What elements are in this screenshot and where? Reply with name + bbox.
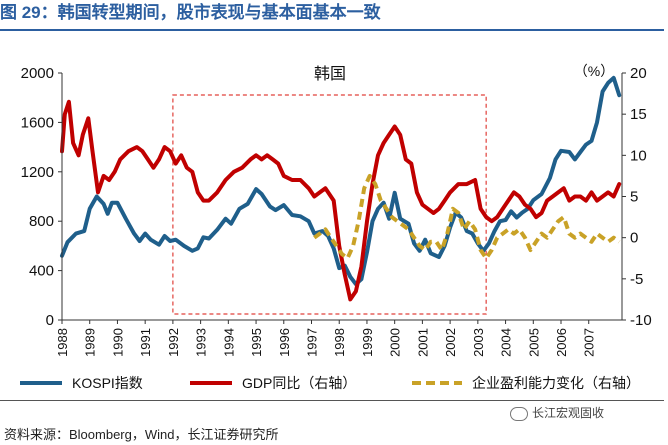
source-rule [0, 400, 664, 401]
x-tick-label: 2002 [443, 328, 458, 357]
title-rule [0, 29, 664, 31]
left-tick-label: 1600 [21, 114, 54, 131]
source-note: 资料来源：Bloomberg，Wind，长江证券研究所 [4, 427, 279, 442]
left-tick-label: 800 [29, 213, 54, 230]
right-tick-label: 0 [630, 230, 638, 247]
right-tick-label: -10 [630, 312, 652, 329]
watermark-text: 长江宏观固收 [532, 406, 605, 420]
x-tick-label: 1995 [249, 328, 264, 357]
x-tick-label: 2007 [582, 328, 597, 357]
x-tick-label: 1992 [166, 328, 181, 357]
x-tick-label: 1990 [110, 328, 125, 357]
legend-label-1: KOSPI指数 [72, 375, 143, 391]
right-tick-label: 15 [630, 106, 647, 123]
x-tick-label: 2005 [526, 328, 541, 357]
right-tick-label: 20 [630, 65, 647, 82]
x-tick-label: 2003 [471, 328, 486, 357]
x-tick-label: 1998 [332, 328, 347, 357]
left-tick-label: 0 [46, 312, 54, 329]
left-tick-label: 400 [29, 263, 54, 280]
x-tick-label: 1988 [55, 328, 70, 357]
highlight-box [172, 94, 487, 315]
left-tick-label: 2000 [21, 65, 54, 82]
x-tick-label: 2004 [499, 328, 514, 357]
x-tick-label: 1993 [194, 328, 209, 357]
watermark: 长江宏观固收 [510, 404, 604, 421]
figure-title: 图 29：韩国转型期间，股市表现与基本面基本一致 [0, 3, 381, 22]
left-tick-label: 1200 [21, 164, 54, 181]
x-tick-label: 1997 [305, 328, 320, 357]
profit-series-line [313, 173, 621, 261]
x-tick-label: 1991 [138, 328, 153, 357]
x-tick-label: 1999 [360, 328, 375, 357]
right-axis-unit: （%） [574, 63, 614, 79]
right-tick-label: 10 [630, 147, 647, 164]
x-tick-label: 2001 [415, 328, 430, 357]
x-tick-label: 1994 [221, 328, 236, 357]
chart: 0 400 800 1200 1600 2000 -10 -5 0 5 10 15 20 1988 1989… [20, 63, 652, 391]
gdp-series-line [60, 99, 622, 302]
right-tick-label: -5 [630, 271, 643, 288]
x-tick-label: 2006 [554, 328, 569, 357]
x-tick-label: 1996 [277, 328, 292, 357]
chart-title: 韩国 [314, 65, 346, 83]
x-tick-label: 2000 [388, 328, 403, 357]
x-tick-label: 1989 [83, 328, 98, 357]
wechat-icon [510, 406, 528, 421]
right-tick-label: 5 [630, 189, 638, 206]
legend-label-3: 企业盈利能力变化（右轴） [472, 375, 640, 391]
legend-label-2: GDP同比（右轴） [242, 375, 356, 391]
